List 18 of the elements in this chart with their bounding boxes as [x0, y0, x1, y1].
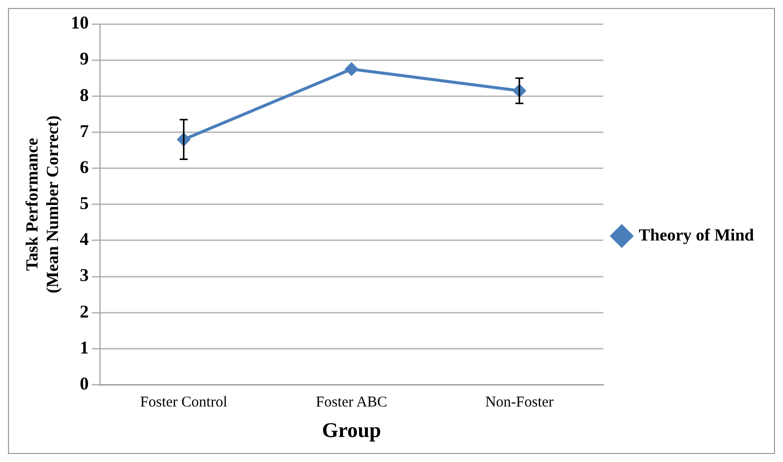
y-tick-label: 8	[80, 84, 89, 105]
y-tick-label: 10	[70, 12, 89, 33]
legend-label: Theory of Mind	[638, 225, 755, 244]
y-tick-label: 1	[80, 337, 89, 358]
x-tick-label: Foster ABC	[316, 394, 388, 411]
y-tick-label: 5	[80, 193, 89, 214]
y-tick-label: 2	[80, 301, 89, 322]
y-tick-label: 7	[80, 120, 89, 141]
point	[344, 62, 359, 76]
x-tick-label: Foster Control	[140, 394, 228, 411]
x-tick-label: Non-Foster	[485, 394, 554, 411]
y-tick-label: 3	[80, 265, 89, 286]
y-tick-label: 4	[80, 229, 89, 250]
y-tick-label: 9	[80, 48, 89, 69]
y-tick-label: 6	[80, 156, 89, 177]
y-axis-title: Task Performance (Mean Number Correct)	[22, 115, 62, 294]
x-axis-title: Group	[322, 418, 382, 442]
y-tick-label: 0	[80, 373, 89, 394]
